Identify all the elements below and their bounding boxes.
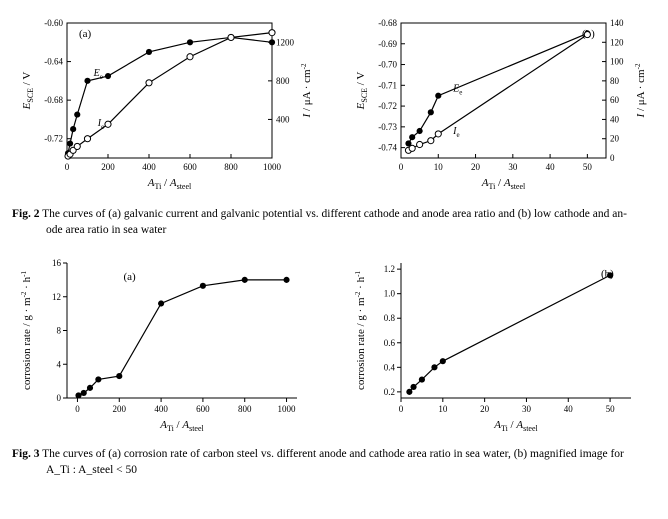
svg-text:20: 20 (480, 404, 490, 414)
svg-text:1200: 1200 (276, 37, 295, 47)
svg-text:0: 0 (399, 404, 404, 414)
svg-text:I / μA · cm-2: I / μA · cm-2 (634, 63, 647, 118)
svg-text:800: 800 (224, 162, 238, 172)
svg-text:-0.74: -0.74 (378, 143, 397, 153)
svg-text:600: 600 (183, 162, 197, 172)
svg-text:4: 4 (57, 359, 62, 369)
svg-text:-0.72: -0.72 (378, 101, 397, 111)
fig2-caption-text1: The curves of (a) galvanic current and g… (39, 208, 626, 220)
svg-text:-0.68: -0.68 (44, 95, 63, 105)
svg-text:800: 800 (238, 404, 252, 414)
svg-text:400: 400 (276, 114, 290, 124)
svg-text:Ee: Ee (452, 84, 462, 97)
svg-text:0: 0 (610, 153, 615, 163)
svg-text:(a): (a) (79, 28, 92, 40)
svg-text:100: 100 (610, 57, 624, 67)
svg-text:400: 400 (154, 404, 168, 414)
svg-text:corrosion rate / g · m-2 · h-1: corrosion rate / g · m-2 · h-1 (20, 271, 33, 390)
svg-text:-0.60: -0.60 (44, 18, 63, 28)
svg-text:0.4: 0.4 (384, 362, 396, 372)
svg-text:120: 120 (610, 37, 624, 47)
svg-text:ESCE / V: ESCE / V (355, 72, 369, 111)
svg-text:20: 20 (471, 162, 481, 172)
fig3b-svg: 0 10 20 30 40 50 0.2 0.4 0.6 0.8 1.0 1.2 corrosion r… (346, 248, 656, 438)
fig2a-svg: 0 200 400 600 800 1000 -0.72 -0.68 -0.64 -0.60 400… (12, 8, 322, 198)
svg-text:ATi / Asteel: ATi / Asteel (493, 419, 538, 433)
svg-text:0.6: 0.6 (384, 338, 396, 348)
figure2-caption: Fig. 2 The curves of (a) galvanic curren… (12, 207, 656, 238)
svg-text:0.8: 0.8 (384, 313, 396, 323)
svg-text:-0.72: -0.72 (44, 134, 63, 144)
svg-text:(a): (a) (123, 271, 136, 283)
svg-text:12: 12 (52, 292, 61, 302)
svg-text:8: 8 (57, 326, 62, 336)
fig3-caption-text2: A_Ti : A_steel < 50 (12, 463, 656, 479)
figure2-panel-b: 0 10 20 30 40 50 -0.74 -0.73 -0.72 -0.71 -0.70 -0.6… (346, 8, 656, 203)
fig2-caption-text2: ode area ratio in sea water (12, 223, 656, 239)
svg-text:800: 800 (276, 76, 290, 86)
svg-text:0: 0 (65, 162, 70, 172)
svg-text:50: 50 (606, 404, 616, 414)
fig3a-svg: 0 200 400 600 800 1000 0 4 8 12 16 corrosion rate /… (12, 248, 322, 438)
svg-text:10: 10 (438, 404, 448, 414)
figure3-panel-a: 0 200 400 600 800 1000 0 4 8 12 16 corrosion rate /… (12, 248, 322, 443)
fig2b-svg: 0 10 20 30 40 50 -0.74 -0.73 -0.72 -0.71 -0.70 -0.6… (346, 8, 656, 198)
svg-text:ATi / Asteel: ATi / Asteel (159, 419, 204, 433)
svg-text:Ie: Ie (452, 126, 459, 139)
figure2-row: 02004006008001000-0.72-0.68-0.64-0.60400… (12, 8, 656, 203)
svg-text:Ie: Ie (97, 118, 104, 131)
svg-text:ESCE / V: ESCE / V (21, 72, 35, 111)
figure3-row: 020040060080010000481216corrosion rate /… (12, 248, 656, 443)
svg-text:1000: 1000 (263, 162, 282, 172)
svg-text:20: 20 (610, 134, 620, 144)
svg-text:600: 600 (196, 404, 210, 414)
svg-text:200: 200 (113, 404, 127, 414)
svg-text:30: 30 (508, 162, 518, 172)
svg-text:1.0: 1.0 (384, 289, 396, 299)
svg-text:0: 0 (399, 162, 404, 172)
svg-text:0: 0 (57, 393, 62, 403)
svg-text:1000: 1000 (278, 404, 297, 414)
svg-text:0: 0 (75, 404, 80, 414)
svg-text:10: 10 (434, 162, 444, 172)
svg-text:-0.73: -0.73 (378, 122, 397, 132)
svg-text:400: 400 (142, 162, 156, 172)
svg-text:-0.71: -0.71 (378, 80, 397, 90)
page: 02004006008001000-0.72-0.68-0.64-0.60400… (0, 0, 668, 500)
svg-text:-0.70: -0.70 (378, 60, 397, 70)
svg-text:60: 60 (610, 95, 620, 105)
figure2-panel-a: 0 200 400 600 800 1000 -0.72 -0.68 -0.64 -0.60 400… (12, 8, 322, 203)
fig3-caption-text1: The curves of (a) corrosion rate of carb… (39, 448, 623, 460)
svg-text:40: 40 (564, 404, 574, 414)
svg-text:0.2: 0.2 (384, 387, 395, 397)
svg-text:80: 80 (610, 76, 620, 86)
svg-text:-0.68: -0.68 (378, 18, 397, 28)
svg-text:ATi / Asteel: ATi / Asteel (147, 177, 192, 191)
svg-text:I / μA · cm-2: I / μA · cm-2 (300, 63, 313, 118)
figure3-panel-b: 0 10 20 30 40 50 0.2 0.4 0.6 0.8 1.0 1.2 corrosion r… (346, 248, 656, 443)
figure3-caption: Fig. 3 The curves of (a) corrosion rate … (12, 447, 656, 478)
svg-text:40: 40 (610, 114, 620, 124)
svg-text:-0.69: -0.69 (378, 39, 397, 49)
svg-text:16: 16 (52, 258, 62, 268)
svg-text:-0.64: -0.64 (44, 57, 63, 67)
svg-text:1.2: 1.2 (384, 264, 395, 274)
svg-text:140: 140 (610, 18, 624, 28)
svg-text:200: 200 (101, 162, 115, 172)
svg-text:40: 40 (546, 162, 556, 172)
svg-text:ATi / Asteel: ATi / Asteel (481, 177, 526, 191)
svg-text:50: 50 (583, 162, 593, 172)
fig3-caption-lead: Fig. 3 (12, 448, 39, 460)
fig2-caption-lead: Fig. 2 (12, 208, 39, 220)
svg-text:corrosion rate / g · m-2 · h-1: corrosion rate / g · m-2 · h-1 (354, 271, 367, 390)
svg-text:30: 30 (522, 404, 532, 414)
